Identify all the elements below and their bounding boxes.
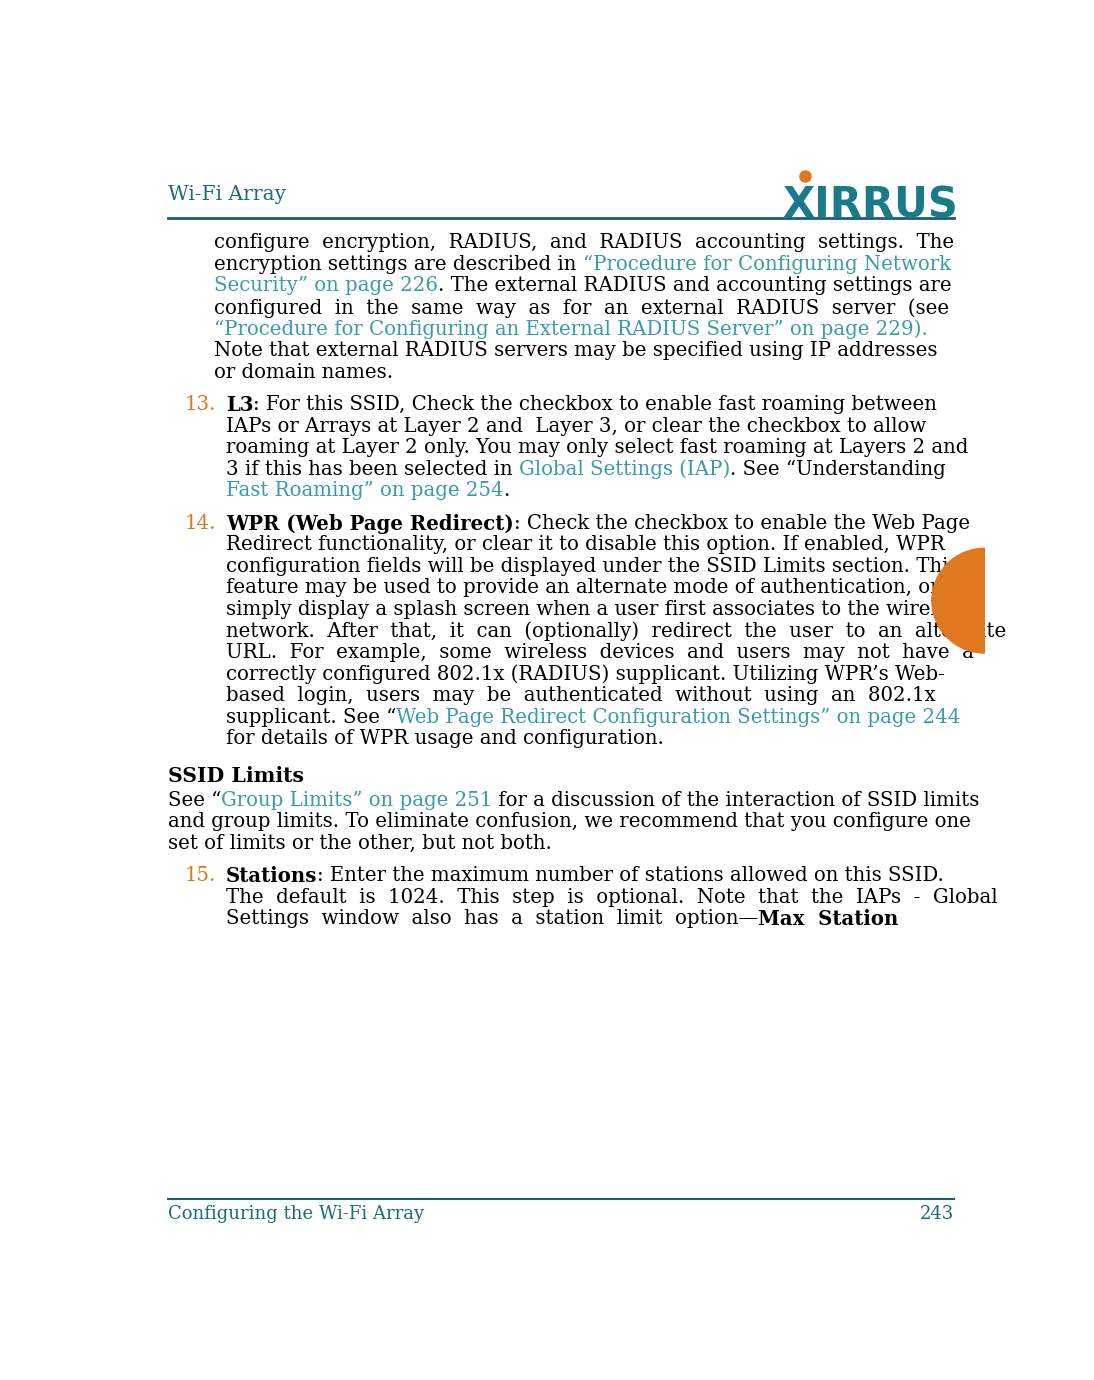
Text: Configuring the Wi-Fi Array: Configuring the Wi-Fi Array (167, 1205, 423, 1223)
Text: Redirect functionality, or clear it to disable this option. If enabled, WPR: Redirect functionality, or clear it to d… (225, 535, 945, 555)
Text: network.  After  that,  it  can  (optionally)  redirect  the  user  to  an  alte: network. After that, it can (optionally)… (225, 621, 1006, 642)
Text: IAPs or Arrays at Layer 2 and  Layer 3, or clear the checkbox to allow: IAPs or Arrays at Layer 2 and Layer 3, o… (225, 417, 927, 436)
Text: based  login,  users  may  be  authenticated  without  using  an  802.1x: based login, users may be authenticated … (225, 686, 935, 705)
Text: : For this SSID, Check the checkbox to enable fast roaming between: : For this SSID, Check the checkbox to e… (254, 395, 938, 414)
Text: XIRRUS: XIRRUS (782, 185, 958, 226)
Text: . See “Understanding: . See “Understanding (730, 460, 946, 479)
Text: Settings  window  also  has  a  station  limit  option—: Settings window also has a station limit… (225, 909, 758, 929)
Text: 243: 243 (919, 1205, 954, 1223)
Text: for details of WPR usage and configuration.: for details of WPR usage and configurati… (225, 729, 664, 748)
Text: L3: L3 (225, 395, 254, 415)
Text: Group Limits” on page 251: Group Limits” on page 251 (221, 791, 492, 810)
Text: : Enter the maximum number of stations allowed on this SSID.: : Enter the maximum number of stations a… (317, 867, 944, 886)
Text: Wi-Fi Array: Wi-Fi Array (167, 185, 286, 204)
Text: and group limits. To eliminate confusion, we recommend that you configure one: and group limits. To eliminate confusion… (167, 813, 970, 831)
Text: Fast Roaming” on page 254: Fast Roaming” on page 254 (225, 482, 503, 501)
Text: Max  Station: Max Station (758, 909, 898, 929)
Text: 14.: 14. (185, 513, 217, 533)
Text: The  default  is  1024.  This  step  is  optional.  Note  that  the  IAPs  -  Gl: The default is 1024. This step is option… (225, 887, 998, 907)
Text: configuration fields will be displayed under the SSID Limits section. This: configuration fields will be displayed u… (225, 556, 958, 575)
Text: encryption settings are described in: encryption settings are described in (214, 255, 583, 273)
Text: SSID Limits: SSID Limits (167, 766, 304, 787)
Text: Global Settings (IAP): Global Settings (IAP) (519, 460, 730, 479)
Text: feature may be used to provide an alternate mode of authentication, or to: feature may be used to provide an altern… (225, 578, 966, 598)
Text: 3 if this has been selected in: 3 if this has been selected in (225, 460, 519, 479)
Text: Web Page Redirect Configuration Settings” on page 244: Web Page Redirect Configuration Settings… (396, 708, 961, 727)
Text: roaming at Layer 2 only. You may only select fast roaming at Layers 2 and: roaming at Layer 2 only. You may only se… (225, 439, 968, 457)
Text: set of limits or the other, but not both.: set of limits or the other, but not both… (167, 834, 551, 853)
Text: simply display a splash screen when a user first associates to the wireless: simply display a splash screen when a us… (225, 600, 969, 618)
Text: supplicant. See “: supplicant. See “ (225, 708, 396, 727)
Text: 13.: 13. (185, 395, 217, 414)
Text: “Procedure for Configuring Network: “Procedure for Configuring Network (583, 255, 951, 275)
Wedge shape (932, 548, 985, 653)
Text: or domain names.: or domain names. (214, 363, 394, 382)
Text: Stations: Stations (225, 867, 317, 886)
Text: “Procedure for Configuring an External RADIUS Server” on page 229).: “Procedure for Configuring an External R… (214, 320, 928, 339)
Text: : Check the checkbox to enable the Web Page: : Check the checkbox to enable the Web P… (513, 513, 969, 533)
Text: configure  encryption,  RADIUS,  and  RADIUS  accounting  settings.  The: configure encryption, RADIUS, and RADIUS… (214, 233, 954, 253)
Text: Security” on page 226: Security” on page 226 (214, 276, 439, 295)
Text: . The external RADIUS and accounting settings are: . The external RADIUS and accounting set… (439, 276, 952, 295)
Text: Note that external RADIUS servers may be specified using IP addresses: Note that external RADIUS servers may be… (214, 341, 938, 360)
Text: 15.: 15. (185, 867, 217, 886)
Text: See “: See “ (167, 791, 221, 810)
Text: correctly configured 802.1x (RADIUS) supplicant. Utilizing WPR’s Web-: correctly configured 802.1x (RADIUS) sup… (225, 665, 945, 684)
Text: WPR (Web Page Redirect): WPR (Web Page Redirect) (225, 513, 513, 534)
Text: URL.  For  example,  some  wireless  devices  and  users  may  not  have  a: URL. For example, some wireless devices … (225, 643, 974, 662)
Text: configured  in  the  same  way  as  for  an  external  RADIUS  server  (see: configured in the same way as for an ext… (214, 298, 950, 317)
Text: for a discussion of the interaction of SSID limits: for a discussion of the interaction of S… (492, 791, 980, 810)
Text: .: . (503, 482, 510, 501)
